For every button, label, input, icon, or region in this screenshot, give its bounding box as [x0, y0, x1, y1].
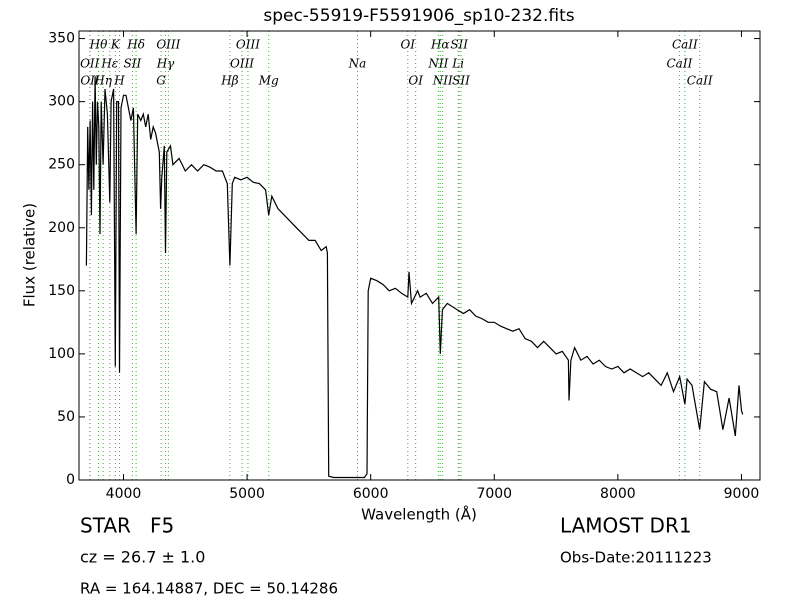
spectral-line-label: H — [113, 74, 125, 88]
spectral-line-label: Hα — [430, 38, 450, 52]
x-tick-label: 9000 — [724, 486, 760, 502]
y-tick-label: 250 — [48, 157, 75, 173]
spectral-line-label: CaII — [672, 38, 698, 52]
spectral-line-label: Hε — [100, 57, 118, 71]
spectral-line-label: Hβ — [220, 74, 238, 88]
x-tick-label: 5000 — [229, 486, 265, 502]
x-axis-label: Wavelength (Å) — [361, 505, 477, 524]
x-tick-label: 4000 — [106, 486, 142, 502]
y-tick-label: 200 — [48, 220, 75, 236]
plot-frame — [78, 30, 761, 481]
x-tick-label: 6000 — [353, 486, 389, 502]
x-tick-label: 8000 — [600, 486, 636, 502]
annotation: Obs-Date:20111223 — [560, 549, 712, 567]
spectral-line-label: OI — [400, 38, 415, 52]
spectral-line-label: Mg — [258, 74, 279, 88]
spectral-line-label: Li — [451, 57, 464, 71]
spectral-line-label: Hθ — [89, 38, 108, 52]
spectral-line-label: OIII — [156, 38, 180, 52]
y-axis-label: Flux (relative) — [21, 203, 39, 307]
y-tick-label: 100 — [48, 346, 75, 362]
spectral-line-label: NII — [427, 57, 448, 71]
y-tick-label: 300 — [48, 94, 75, 110]
spectral-line-label: Hη — [93, 74, 112, 88]
spectral-line-label: OIII — [236, 38, 260, 52]
spectral-line-label: Hγ — [156, 57, 175, 71]
spectral-line-label: OIII — [230, 57, 254, 71]
y-tick-label: 350 — [48, 31, 75, 47]
annotation: RA = 164.14887, DEC = 50.14286 — [80, 580, 338, 598]
chart-title: spec-55919-F5591906_sp10-232.fits — [263, 6, 574, 26]
spectral-line-label: Na — [348, 57, 367, 71]
spectrum-line — [85, 76, 744, 479]
y-tick-label: 0 — [66, 472, 75, 488]
annotation: cz = 26.7 ± 1.0 — [80, 548, 205, 567]
y-tick-label: 150 — [48, 283, 75, 299]
spectral-line-label: SII — [124, 57, 142, 71]
spectral-line-label: OI — [408, 74, 423, 88]
spectral-line-label: Hδ — [126, 38, 145, 52]
annotation: LAMOST DR1 — [560, 514, 692, 538]
spectral-line-label: K — [110, 38, 121, 52]
y-tick-label: 50 — [57, 409, 75, 425]
annotation: STAR F5 — [80, 514, 174, 538]
spectral-line-label: SII — [452, 74, 470, 88]
spectral-line-label: SII — [450, 38, 468, 52]
x-tick-label: 7000 — [476, 486, 512, 502]
spectral-line-label: CaII — [687, 74, 713, 88]
spectral-line-label: NII — [432, 74, 453, 88]
spectral-line-label: G — [156, 74, 166, 88]
spectral-line-label: CaII — [667, 57, 693, 71]
